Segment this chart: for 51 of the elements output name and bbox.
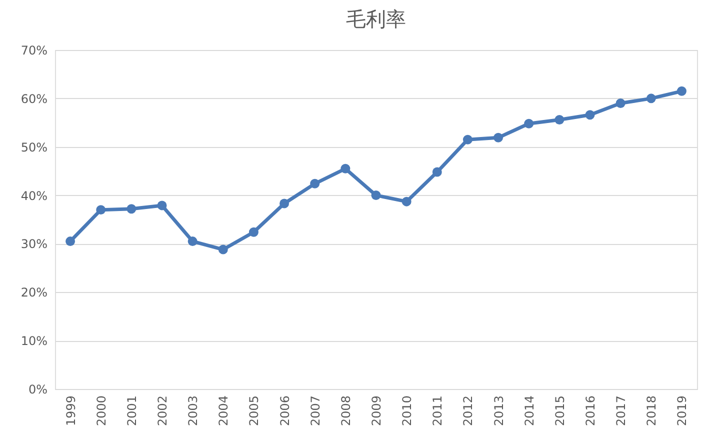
x-tick-label: 2006 [278,396,292,426]
point [402,196,412,206]
y-tick-label: 20% [20,286,48,300]
point [494,132,504,142]
point [96,205,106,215]
point [340,164,350,174]
y-tick-label: 40% [20,188,48,203]
x-tick-label: 2019 [675,396,690,426]
point [646,94,656,104]
y-tick-label: 10% [20,334,48,348]
y-tick-label: 50% [20,140,48,154]
point [462,134,472,144]
point [248,227,258,237]
x-tick-label: 2014 [522,396,536,426]
y-tick-label: 60% [20,92,48,106]
chart-title: 毛利率 [346,7,406,31]
point [310,178,320,188]
x-tick-label: 2018 [644,396,659,426]
x-tick-label: 2002 [156,396,170,426]
point [554,115,564,124]
point [66,236,76,246]
x-tick-label: 2000 [94,396,108,426]
point [188,236,198,246]
x-tick-label: 2016 [584,396,598,426]
x-tick-label: 2003 [186,396,200,426]
y-tick-label: 70% [20,44,48,58]
x-tick-label: 2004 [216,396,231,426]
x-tick-label: 2007 [308,396,322,426]
point [616,98,626,108]
y-tick-label: 30% [20,237,48,252]
y-tick-label: 0% [28,382,48,396]
x-tick-label: 1999 [64,396,78,426]
point [280,198,290,208]
x-tick-label: 2001 [124,396,139,426]
point [157,200,167,210]
point [126,204,136,214]
point [432,167,442,177]
x-tick-label: 2013 [492,396,506,426]
point [585,110,595,120]
x-tick-label: 2011 [430,396,445,426]
point [676,86,686,96]
x-tick-label: 2012 [461,396,476,426]
x-tick-label: 2010 [400,396,414,426]
point [524,118,534,128]
x-tick-label: 2017 [614,396,628,426]
point [218,244,228,254]
x-tick-label: 2015 [552,396,567,426]
point [371,190,381,200]
x-tick-label: 2005 [247,396,262,426]
x-tick-label: 2008 [338,396,353,426]
x-tick-label: 2009 [370,396,384,426]
